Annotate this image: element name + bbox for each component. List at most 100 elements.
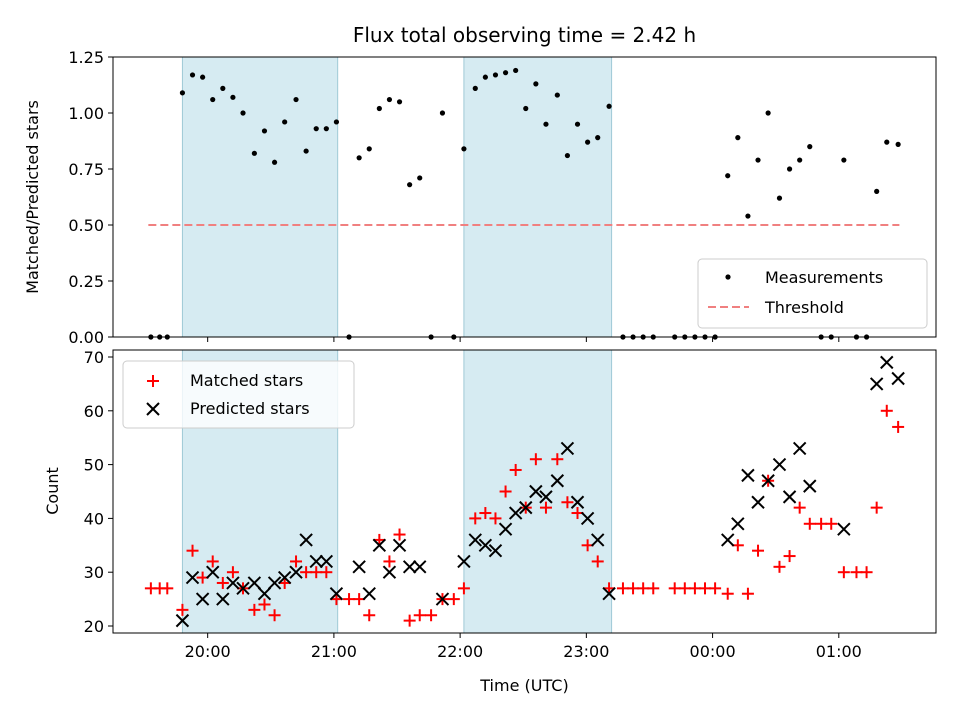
measurement-point (482, 74, 488, 80)
count-legend: Matched stars Predicted stars (122, 360, 355, 429)
measurement-point (333, 119, 340, 125)
count-legend-box (122, 360, 355, 429)
predicted-stars-point (226, 576, 240, 590)
matched-stars-point (186, 544, 199, 557)
matched-stars-point (457, 582, 470, 595)
matched-stars-point (647, 582, 660, 595)
x-tick-label: 22:00 (437, 642, 483, 661)
predicted-stars-point (751, 495, 765, 509)
count-y-ticks: 20 30 40 50 60 70 (84, 348, 113, 636)
matched-stars-point (499, 485, 512, 498)
matched-stars-point (320, 566, 333, 579)
predicted-stars-point (560, 441, 575, 456)
measurement-point (396, 99, 403, 105)
measurement-point (386, 96, 393, 103)
matched-stars-point (479, 507, 492, 520)
predicted-stars-point (519, 500, 533, 515)
matched-stars-point (773, 560, 786, 573)
predicted-stars-point (761, 474, 775, 488)
matched-stars-point (290, 555, 303, 568)
predicted-stars-point (580, 511, 595, 526)
measurement-point (313, 126, 319, 132)
measurement-point (407, 182, 413, 188)
measurement-point (472, 85, 478, 91)
predicted-stars-point (772, 457, 787, 472)
matched-stars-point (469, 512, 482, 525)
predicted-stars-point (382, 565, 397, 579)
measurement-point (303, 148, 309, 154)
ratio-x-ticks (207, 337, 840, 342)
predicted-stars-point (413, 560, 427, 574)
matched-stars-point (561, 496, 574, 509)
predicted-stars-point (782, 490, 797, 504)
measurement-point (220, 85, 226, 91)
matched-stars-point (161, 582, 174, 595)
measurement-point (595, 135, 601, 141)
matched-stars-point (741, 587, 754, 600)
count-y-tick-label: 70 (84, 348, 104, 367)
measurement-point (230, 94, 236, 100)
matched-stars-point (860, 566, 873, 579)
matched-stars-point (752, 544, 765, 557)
measurement-point (765, 110, 771, 116)
matched-stars-point (637, 582, 650, 595)
measurement-point (376, 105, 382, 112)
ratio-legend-box (697, 258, 928, 329)
matched-stars-point (870, 501, 883, 514)
predicted-stars-point (247, 576, 262, 590)
matched-stars-point (310, 566, 323, 579)
matched-stars-point (176, 603, 189, 616)
matched-stars-point (892, 420, 905, 433)
ratio-y-tick-label: 0.25 (68, 272, 104, 291)
predicted-stars-point (206, 565, 220, 579)
measurement-point (356, 155, 362, 161)
measurement-point (251, 150, 257, 156)
measurement-point (523, 105, 529, 112)
count-panel-frame (112, 349, 937, 634)
matched-stars-point (815, 517, 828, 530)
matched-stars-point (447, 593, 460, 606)
predicted-stars-point (267, 576, 282, 590)
matched-stars-point (206, 555, 219, 568)
ratio-y-tick-label: 0.75 (68, 160, 104, 179)
predicted-stars-point (468, 533, 482, 547)
predicted-stars-point (362, 587, 376, 601)
count-y-tick-label: 50 (84, 456, 104, 475)
matched-stars-point (425, 609, 438, 622)
legend-measurements-label: Measurements (765, 268, 883, 287)
matched-stars-point (300, 566, 313, 579)
predicted-stars-point (457, 554, 471, 569)
matched-stars-point (268, 609, 281, 622)
matched-stars-point (793, 501, 806, 514)
predicted-stars-point (372, 538, 387, 553)
measurement-point (543, 121, 549, 127)
observing-intervals (181, 56, 613, 338)
matched-stars-point (850, 566, 863, 579)
chart-title: Flux total observing time = 2.42 h (353, 23, 696, 47)
legend-measurements-marker (725, 274, 731, 280)
measurement-point (502, 70, 509, 76)
matched-stars-point (226, 566, 239, 579)
measurement-point (210, 96, 216, 103)
matched-stars-point (393, 528, 406, 541)
ratio-y-ticks: 0.00 0.25 0.50 0.75 1.00 1.25 (68, 48, 113, 347)
matched-stars-point (489, 512, 502, 525)
matched-stars-point (783, 550, 796, 563)
measurement-point (755, 157, 761, 163)
measurement-point (366, 146, 372, 152)
legend-matched-marker (147, 375, 159, 387)
matched-stars-point (343, 593, 356, 606)
matched-stars-point (880, 404, 893, 417)
measurement-point (417, 175, 423, 181)
matched-stars-point (539, 501, 552, 514)
predicted-stars-point (402, 560, 417, 574)
predicted-stars-point (309, 554, 323, 569)
legend-predicted-marker (146, 402, 160, 416)
matched-stars-point (551, 453, 564, 466)
measurement-point (874, 188, 880, 194)
ratio-shaded-interval-0 (181, 56, 339, 338)
matched-stars-point (721, 587, 734, 600)
matched-stars-point (529, 453, 542, 466)
measurement-point (841, 157, 847, 163)
measurement-point (240, 110, 246, 116)
